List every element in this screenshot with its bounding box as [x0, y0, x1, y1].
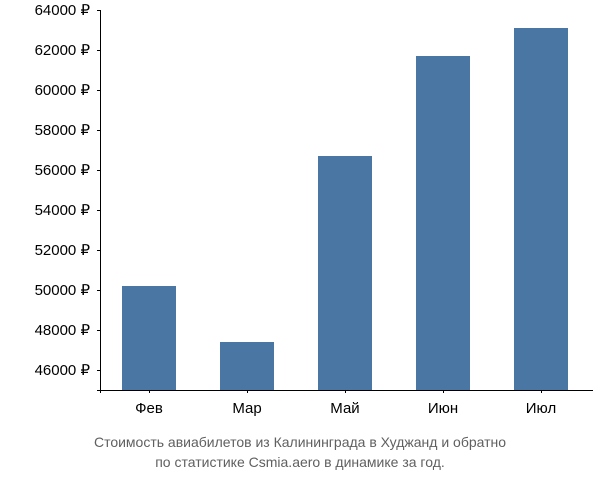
- x-tick-mark: [345, 390, 346, 393]
- x-tick-label: Июн: [428, 400, 458, 417]
- y-tick-label: 54000 ₽: [35, 201, 90, 219]
- plot-area: [100, 10, 590, 390]
- chart-caption: Стоимость авиабилетов из Калининграда в …: [0, 433, 600, 472]
- caption-line-2: по статистике Csmia.aero в динамике за г…: [155, 454, 445, 470]
- y-tick-mark: [97, 10, 100, 11]
- y-tick-mark: [97, 130, 100, 131]
- y-tick-label: 52000 ₽: [35, 241, 90, 259]
- y-tick-mark: [97, 210, 100, 211]
- x-tick-label: Фев: [135, 400, 163, 417]
- bar: [220, 342, 274, 390]
- x-tick-mark: [149, 390, 150, 393]
- x-tick-mark: [541, 390, 542, 393]
- y-tick-mark: [97, 170, 100, 171]
- y-tick-mark: [97, 50, 100, 51]
- x-tick-mark: [443, 390, 444, 393]
- y-tick-label: 64000 ₽: [35, 1, 90, 19]
- y-tick-label: 60000 ₽: [35, 81, 90, 99]
- y-tick-label: 48000 ₽: [35, 321, 90, 339]
- y-tick-label: 58000 ₽: [35, 121, 90, 139]
- bar: [416, 56, 470, 390]
- y-tick-mark: [97, 330, 100, 331]
- x-axis: Фев Мар Май Июн Июл: [100, 395, 590, 425]
- x-tick-mark: [247, 390, 248, 393]
- y-tick-label: 50000 ₽: [35, 281, 90, 299]
- chart-container: 46000 ₽ 48000 ₽ 50000 ₽ 52000 ₽ 54000 ₽ 56000…: [0, 0, 600, 500]
- y-tick-mark: [97, 290, 100, 291]
- y-tick-label: 62000 ₽: [35, 41, 90, 59]
- y-tick-mark: [97, 250, 100, 251]
- x-tick-label: Мар: [232, 400, 261, 417]
- y-tick-mark: [97, 90, 100, 91]
- x-tick-label: Май: [330, 400, 359, 417]
- y-tick-mark: [97, 370, 100, 371]
- y-tick-label: 56000 ₽: [35, 161, 90, 179]
- bar: [122, 286, 176, 390]
- bar: [318, 156, 372, 390]
- bar: [514, 28, 568, 390]
- y-axis: 46000 ₽ 48000 ₽ 50000 ₽ 52000 ₽ 54000 ₽ 56000…: [0, 10, 95, 390]
- caption-line-1: Стоимость авиабилетов из Калининграда в …: [94, 434, 506, 450]
- x-tick-label: Июл: [526, 400, 556, 417]
- y-tick-label: 46000 ₽: [35, 361, 90, 379]
